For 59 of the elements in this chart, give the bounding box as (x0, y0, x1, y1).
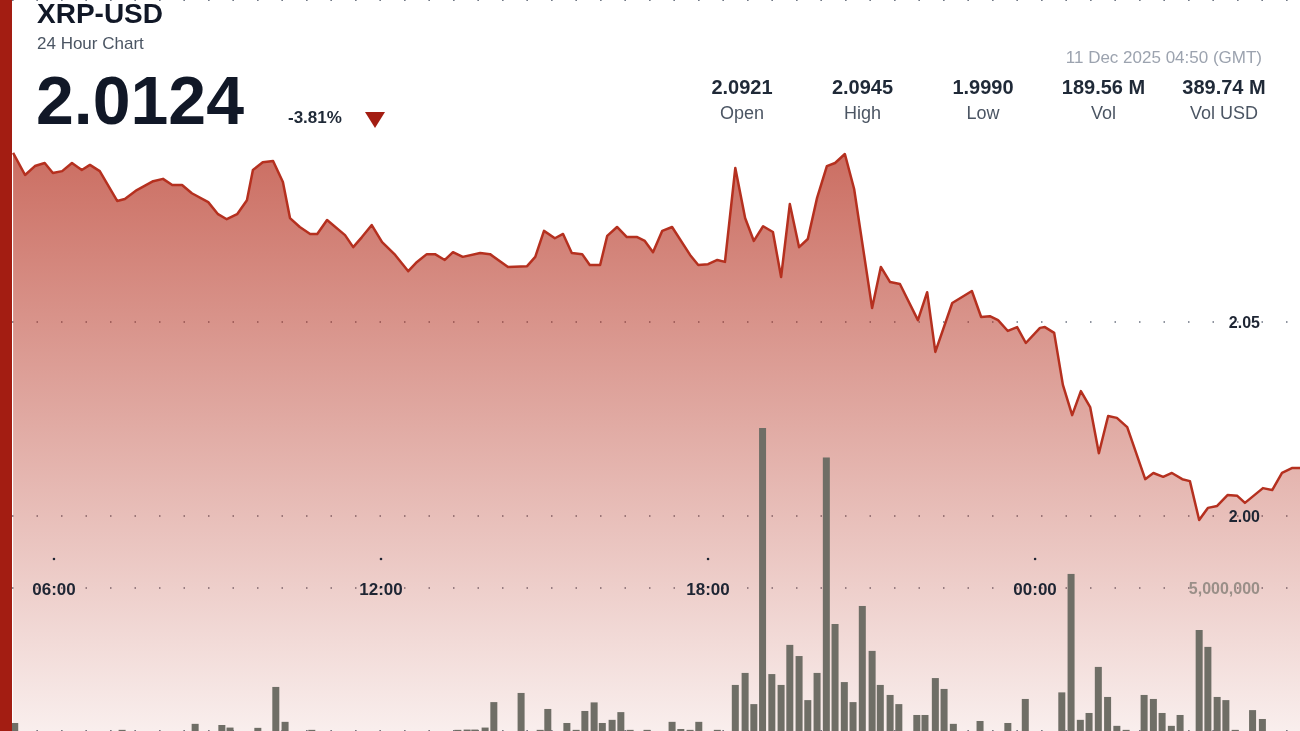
bar (849, 702, 857, 731)
x-tick-label: 12:00 (359, 580, 403, 599)
bar (731, 684, 739, 731)
bar (931, 678, 939, 731)
bar (12, 722, 19, 731)
bar (976, 720, 984, 731)
bar (191, 723, 199, 731)
bar (1113, 725, 1121, 731)
bar (1249, 710, 1257, 731)
bar (1067, 573, 1075, 731)
bar (281, 721, 289, 731)
bar (1085, 712, 1093, 731)
annotation: 2.0124 (36, 61, 244, 140)
annotation: Vol USD (1189, 103, 1259, 124)
annotation: 1.9990 (951, 76, 1015, 99)
bar (768, 674, 776, 731)
bar (1158, 712, 1166, 731)
bar (1140, 694, 1148, 731)
annotation: 2.0945 (830, 76, 895, 99)
bar (1258, 718, 1266, 731)
bar (840, 682, 848, 731)
bar (813, 672, 821, 731)
annotation: Low (965, 103, 1001, 124)
annotation: 11 Dec 2025 04:50 (GMT) (1065, 48, 1262, 68)
annotation: High (843, 103, 882, 124)
bar (1004, 722, 1012, 731)
bar (563, 722, 571, 731)
bar (858, 605, 866, 731)
bar (949, 723, 957, 731)
annotation: 389.74 M (1181, 76, 1267, 99)
x-tick-label: 18:00 (686, 580, 730, 599)
chart-title: XRP-USD (37, 0, 164, 30)
bar (272, 686, 280, 731)
bar (759, 428, 767, 731)
bar (218, 724, 226, 731)
y2-tick-label: 5,000,000 (1188, 579, 1261, 597)
y-tick-label: 2.05 (1228, 314, 1261, 332)
bar (1176, 714, 1184, 731)
annotation: 189.56 M (1060, 76, 1147, 99)
bar (1058, 692, 1066, 731)
annotation: Open (718, 103, 765, 124)
bar (831, 624, 839, 731)
bar (1167, 725, 1175, 731)
annotation: -3.81% (288, 108, 342, 128)
bar (1021, 698, 1029, 731)
text: 24 Hour Chart (37, 34, 144, 54)
bar (1104, 696, 1112, 731)
annotation: 2.0921 (710, 76, 774, 99)
bar (1149, 698, 1157, 731)
x-tick-label: 00:00 (1013, 580, 1057, 599)
x-tick-label: 06:00 (32, 580, 76, 599)
y-tick-label: 2.00 (1228, 508, 1261, 526)
bar (517, 692, 525, 731)
annotation: Vol (1090, 103, 1117, 124)
bar (254, 727, 262, 731)
bar (822, 457, 830, 731)
bar (940, 688, 948, 731)
bar (1094, 666, 1102, 731)
bar (1076, 719, 1084, 731)
